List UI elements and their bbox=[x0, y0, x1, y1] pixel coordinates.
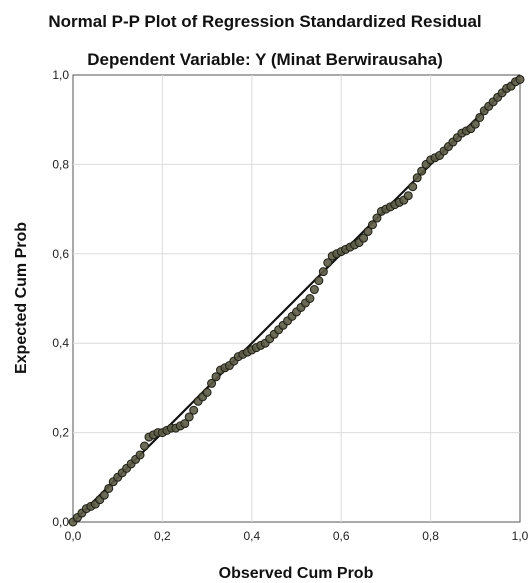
tick-labels: 0,0 0,2 0,4 0,6 0,8 1,0 0,0 0,2 0,4 0,6 0,8 1,0 bbox=[52, 68, 528, 543]
y-tick-label: 0,6 bbox=[52, 247, 69, 261]
data-point bbox=[189, 405, 199, 415]
data-point bbox=[99, 490, 109, 500]
y-tick-label: 0,2 bbox=[52, 426, 69, 440]
x-tick-label: 0,6 bbox=[333, 529, 350, 543]
data-points bbox=[68, 74, 525, 527]
data-point bbox=[408, 182, 418, 192]
y-tick-label: 0,0 bbox=[52, 515, 69, 529]
data-point bbox=[140, 441, 150, 451]
data-point bbox=[202, 387, 212, 397]
data-point bbox=[403, 191, 413, 201]
chart-subtitle: Dependent Variable: Y (Minat Berwirausah… bbox=[87, 50, 443, 69]
data-point bbox=[318, 267, 328, 277]
chart-title: Normal P-P Plot of Regression Standardiz… bbox=[48, 12, 481, 31]
data-point bbox=[180, 419, 190, 429]
data-point bbox=[184, 412, 194, 422]
y-axis-label: Expected Cum Prob bbox=[13, 222, 30, 374]
data-point bbox=[475, 112, 485, 122]
x-tick-label: 0,0 bbox=[65, 529, 82, 543]
data-point bbox=[305, 294, 315, 303]
data-point bbox=[135, 450, 145, 460]
data-point bbox=[412, 173, 422, 183]
data-point bbox=[363, 226, 373, 236]
x-tick-label: 0,2 bbox=[154, 529, 171, 543]
data-point bbox=[309, 285, 319, 295]
data-point bbox=[104, 483, 114, 493]
data-point bbox=[314, 276, 324, 286]
y-tick-label: 1,0 bbox=[52, 68, 69, 82]
data-point bbox=[372, 213, 382, 223]
data-point bbox=[470, 119, 480, 129]
data-point bbox=[323, 258, 333, 268]
x-axis-label: Observed Cum Prob bbox=[219, 565, 374, 582]
data-point bbox=[367, 220, 377, 230]
data-point bbox=[417, 166, 427, 176]
data-point bbox=[207, 378, 217, 388]
y-tick-label: 0,8 bbox=[52, 157, 69, 171]
data-point bbox=[515, 74, 525, 84]
gridlines bbox=[73, 75, 520, 522]
data-point bbox=[211, 372, 221, 382]
data-point bbox=[359, 233, 369, 243]
x-tick-label: 0,4 bbox=[243, 529, 260, 543]
y-tick-label: 0,4 bbox=[52, 336, 69, 350]
x-tick-label: 0,8 bbox=[422, 529, 439, 543]
x-tick-label: 1,0 bbox=[512, 529, 529, 543]
